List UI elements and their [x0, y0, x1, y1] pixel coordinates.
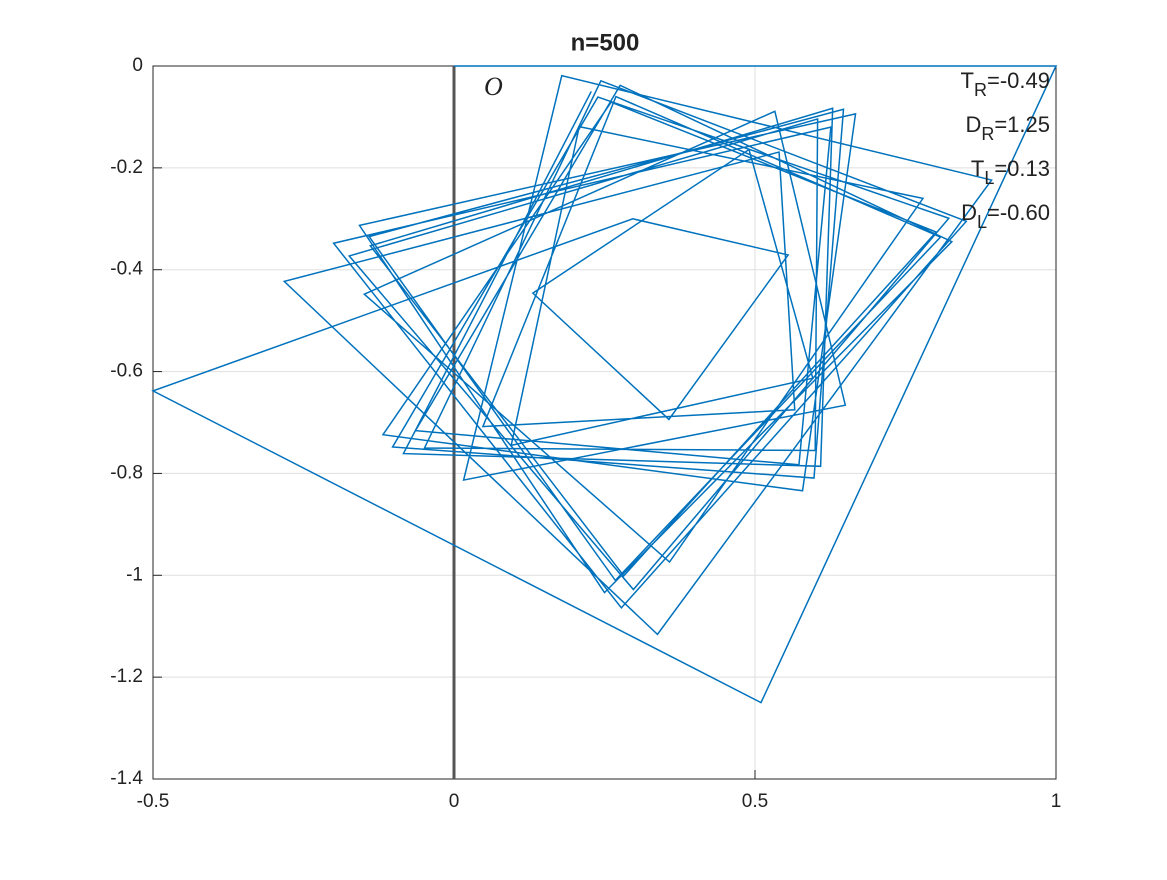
annotation-text: =-0.49 — [987, 68, 1050, 93]
y-tick-label: -0.8 — [110, 462, 143, 483]
y-tick-label: -1 — [126, 564, 143, 585]
y-tick-label: 0 — [132, 55, 143, 76]
y-tick-label: -0.4 — [110, 259, 143, 280]
annotation-sub: R — [981, 124, 994, 144]
annotation-base: D — [961, 200, 977, 225]
y-tick-label: -1.4 — [110, 768, 143, 789]
orbit-line — [151, 65, 1058, 704]
annotation-base: T — [961, 68, 974, 93]
annotation: DL=-0.60 — [961, 200, 1050, 232]
x-tick-label: -0.5 — [137, 791, 170, 812]
annotation-text: =1.25 — [994, 112, 1050, 137]
annotation-sub: L — [977, 212, 987, 232]
annotation: DR=1.25 — [965, 112, 1050, 144]
annotation-base: D — [965, 112, 981, 137]
x-tick-label: 0.5 — [742, 791, 768, 812]
x-tick-label: 0 — [449, 791, 460, 812]
annotation-sub: R — [974, 80, 987, 100]
annotation-base: T — [971, 156, 984, 181]
x-tick-label: 1 — [1051, 791, 1062, 812]
y-tick-label: -0.6 — [110, 361, 143, 382]
annotation: TR=-0.49 — [961, 68, 1050, 100]
annotation: TL=0.13 — [971, 156, 1050, 188]
y-tick-label: -0.2 — [110, 157, 143, 178]
y-tick-label: -1.2 — [110, 666, 143, 687]
annotation-text: =0.13 — [994, 156, 1050, 181]
annotation-text: =-0.60 — [987, 200, 1050, 225]
chart-title: n=500 — [571, 29, 640, 56]
annotation-sub: L — [984, 168, 994, 188]
origin-label: O — [484, 72, 503, 101]
